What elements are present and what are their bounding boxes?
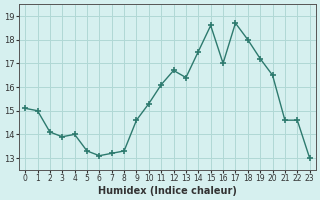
X-axis label: Humidex (Indice chaleur): Humidex (Indice chaleur) <box>98 186 237 196</box>
